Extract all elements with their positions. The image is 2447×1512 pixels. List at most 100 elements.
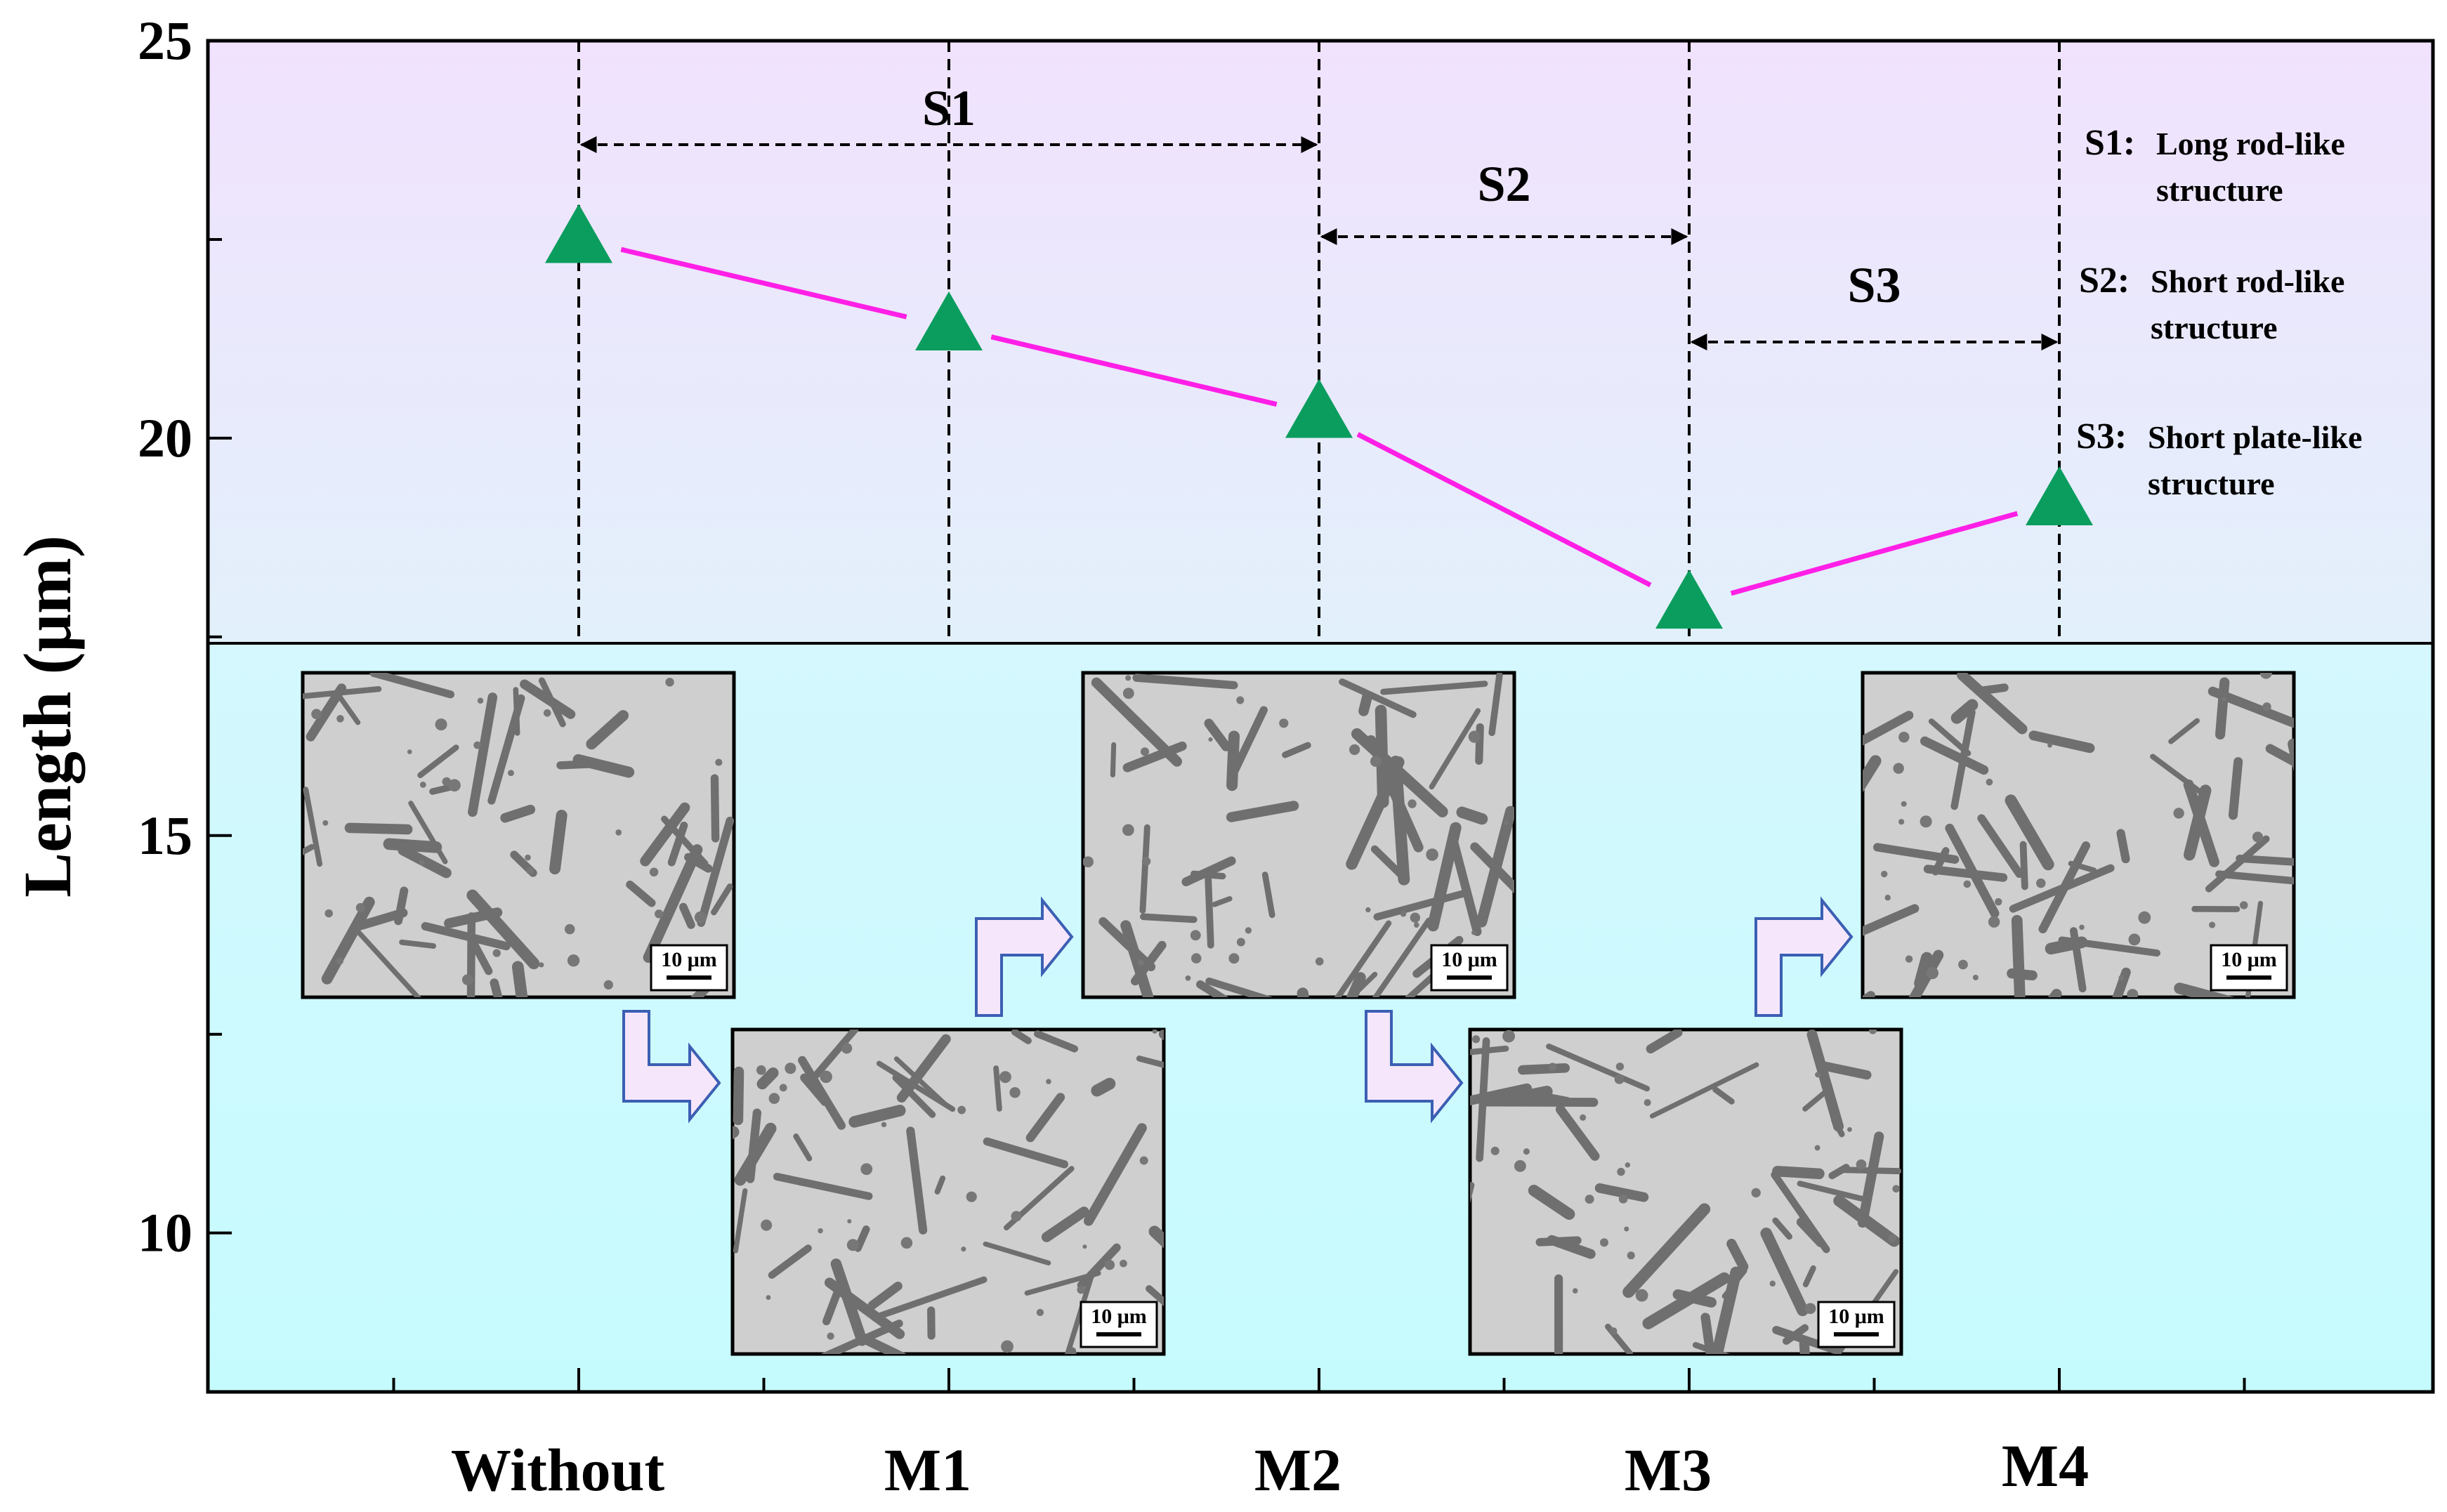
precipitate-dot [860,1163,873,1176]
precipitate-dot [1036,1308,1044,1317]
precipitate-particle [2215,870,2294,885]
precipitate-particle [1546,1043,1651,1092]
precipitate-dot [827,1332,834,1340]
precipitate-dot [1120,1259,1127,1268]
precipitate-dot [461,974,473,985]
precipitate-dot [966,1191,977,1202]
precipitate-particle [469,938,493,975]
precipitate-particle [2112,967,2131,997]
precipitate-dot [1365,907,1371,913]
precipitate-particle [811,1030,859,1080]
precipitate-dot [1349,744,1360,756]
precipitate-particle [1226,730,1240,791]
precipitate-dot [957,1105,966,1115]
precipitate-dot [336,715,344,723]
legend: S1: Long rod-like structure S2: Short rod-li… [2076,123,2362,501]
precipitate-particle [383,838,442,853]
precipitate-particle [1839,1166,1901,1175]
precipitate-particle [1771,1171,1830,1254]
precipitate-dot [1972,975,1979,980]
down-right-arrow [622,1010,721,1124]
precipitate-particle [1226,801,1299,822]
precipitate-dot [477,697,484,704]
precipitate-particle [746,1108,761,1183]
precipitate-particle [1204,718,1231,751]
precipitate-dot [1190,930,1201,941]
precipitate-particle [398,845,452,879]
precipitate-particle [906,1126,928,1235]
precipitate-particle [1205,977,1273,997]
precipitate-dot [1869,1030,1877,1034]
precipitate-particle [1863,991,1875,997]
precipitate-particle [1456,806,1488,825]
precipitate-particle [1488,673,1503,737]
precipitate-particle [1011,1030,1032,1044]
precipitate-dot [567,954,580,967]
precipitate-particle [773,1173,873,1200]
precipitate-dot [881,1122,887,1128]
y-tick-label: 10 [138,1202,192,1263]
precipitate-dot [1618,1194,1628,1204]
x-category-label: M3 [1625,1436,1712,1504]
precipitate-dot [1514,1159,1526,1172]
precipitate-dot [1905,955,1913,963]
precipitate-dot [1884,895,1891,901]
precipitate-dot [473,741,481,749]
precipitate-particle [2236,854,2294,866]
precipitate-particle [1139,824,1150,914]
precipitate-dot [846,1239,859,1251]
precipitate-particle [1863,711,1914,746]
precipitate-dot [2173,808,2184,819]
precipitate-particle [733,1066,744,1126]
precipitate-dot [1635,1289,1648,1302]
precipitate-dot [1892,1185,1901,1193]
precipitate-particle [2038,841,2091,934]
precipitate-particle [2183,779,2219,867]
scale-bar-box [1430,944,1509,992]
scale-bar-box [2210,944,2288,992]
precipitate-particle [1077,1243,1121,1289]
precipitate-particle [1977,814,2023,879]
precipitate-dot [564,923,575,935]
precipitate-dot [1122,688,1134,699]
precipitate-dot [766,1295,771,1300]
precipitate-dot [1624,1226,1629,1232]
precipitate-particle [1448,832,1482,936]
x-category-label: M2 [1254,1436,1341,1504]
precipitate-particle [1148,1225,1164,1249]
legend-key: S3: [2076,416,2127,456]
precipitate-dot [841,1042,853,1054]
precipitate-dot [322,820,329,826]
precipitate-particle [798,1056,846,1130]
precipitate-particle [1594,1183,1649,1202]
precipitate-dot [1011,1211,1022,1222]
precipitate-particle [1979,683,2009,695]
region-label-s1: S1 [922,80,976,136]
precipitate-particle [1139,913,1198,923]
precipitate-particle [1711,1266,1742,1354]
precipitate-particle [1863,755,1882,793]
series-line-segment [1730,511,2019,596]
legend-description-line1: Long rod-like [2156,126,2345,162]
precipitate-dot [1893,763,1904,774]
precipitate-dot [1995,898,2002,906]
precipitate-dot [1190,953,1202,964]
precipitate-particle [1334,920,1392,997]
precipitate-dot [665,678,674,687]
data-point-m4 [2026,466,2093,526]
precipitate-particle [520,679,576,719]
precipitate-dot [1208,737,1213,742]
precipitate-particle [1373,889,1468,921]
precipitate-particle [1908,949,1944,997]
data-point-m1 [915,291,983,351]
up-right-arrow [1754,896,1854,1017]
precipitate-dot [492,949,501,957]
precipitate-dot [961,1247,966,1252]
precipitate-particle [1427,822,1462,932]
precipitate-particle [303,787,323,867]
precipitate-dot [1614,1074,1625,1084]
precipitate-dot [1898,819,1905,825]
precipitate-particle [1760,1228,1809,1317]
scale-bar-label: 10 μm [661,948,717,971]
precipitate-dot [1104,1259,1115,1270]
